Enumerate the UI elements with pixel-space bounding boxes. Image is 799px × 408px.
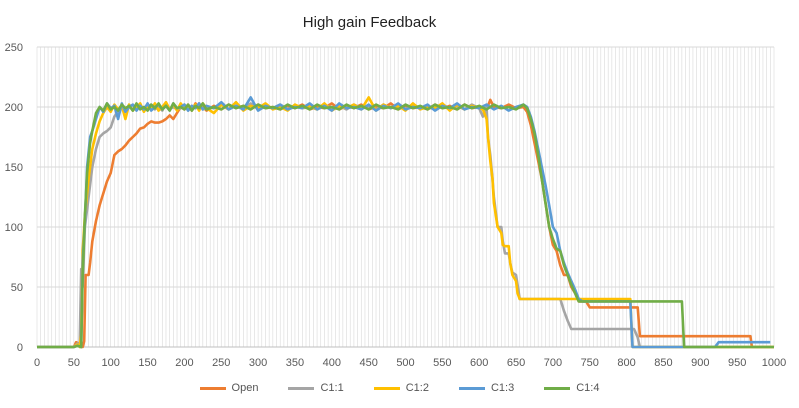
legend-item: C1:2: [373, 382, 429, 394]
legend-item: C1:3: [458, 382, 515, 394]
legend-swatch: [373, 386, 400, 390]
x-tick-label: 400: [323, 357, 341, 369]
legend-swatch: [199, 386, 226, 390]
x-tick-label: 750: [581, 357, 599, 369]
x-tick-label: 150: [138, 357, 156, 369]
x-tick-label: 900: [691, 357, 709, 369]
y-tick-label: 0: [17, 342, 23, 354]
legend-item: C1:4: [544, 382, 599, 394]
legend-item: Open: [199, 382, 259, 394]
legend-label: C1:3: [490, 382, 515, 394]
x-tick-label: 500: [396, 357, 414, 369]
legend-swatch: [544, 386, 571, 390]
legend-label: C1:1: [320, 382, 344, 394]
y-tick-label: 250: [5, 42, 23, 54]
x-tick-label: 50: [68, 357, 80, 369]
legend-swatch: [458, 386, 485, 390]
x-tick-label: 450: [359, 357, 377, 369]
chart-title: High gain Feedback: [302, 14, 437, 31]
series-line-c1-3: [37, 96, 771, 349]
x-tick-label: 650: [507, 357, 525, 369]
y-tick-label: 50: [11, 282, 23, 294]
legend-label: Open: [231, 382, 259, 394]
x-tick-label: 0: [34, 357, 40, 369]
x-tick-label: 800: [617, 357, 635, 369]
x-tick-label: 700: [544, 357, 562, 369]
y-tick-label: 100: [5, 222, 23, 234]
legend: Open C1:1 C1:2 C1:3 C1:4: [0, 382, 799, 394]
x-tick-label: 550: [433, 357, 451, 369]
x-tick-label: 100: [102, 357, 120, 369]
x-tick-label: 300: [249, 357, 267, 369]
y-tick-label: 150: [5, 162, 23, 174]
series-line-c1-4: [37, 102, 774, 349]
x-tick-label: 200: [175, 357, 193, 369]
x-tick-label: 350: [286, 357, 304, 369]
x-tick-label: 600: [470, 357, 488, 369]
legend-label: C1:2: [405, 382, 429, 394]
y-tick-label: 200: [5, 102, 23, 114]
x-tick-label: 850: [654, 357, 672, 369]
x-tick-label: 1000: [762, 357, 786, 369]
legend-item: C1:1: [288, 382, 344, 394]
legend-label: C1:4: [576, 382, 600, 394]
x-tick-label: 250: [212, 357, 230, 369]
x-tick-label: 950: [728, 357, 746, 369]
legend-swatch: [288, 386, 315, 390]
